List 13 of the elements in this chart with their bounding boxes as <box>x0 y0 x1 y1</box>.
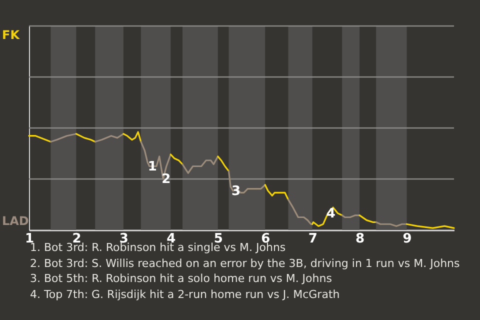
annotation: 2 <box>162 172 171 187</box>
text: 4. Top 7th: G. Rijsdijk hit a 2-run home run vs J. McGrath <box>30 286 341 302</box>
text: LAD <box>2 214 29 228</box>
annotation: 3 <box>231 184 241 199</box>
x-tick-label: 7 <box>308 232 318 246</box>
x-tick-label: 8 <box>356 232 365 246</box>
annotation: 4 <box>326 206 336 222</box>
text: 3. Bot 5th: R. Robinson hit a solo home run vs M. Johns <box>30 271 333 286</box>
text: FK <box>2 28 20 42</box>
x-tick-label: 5 <box>214 232 223 246</box>
text: 2. Bot 3rd: S. Willis reached on an error by the 3B, driving in 1 run vs M. Johns <box>30 256 461 271</box>
annotation: 1 <box>148 159 157 174</box>
x-tick-label: 9 <box>402 232 412 246</box>
